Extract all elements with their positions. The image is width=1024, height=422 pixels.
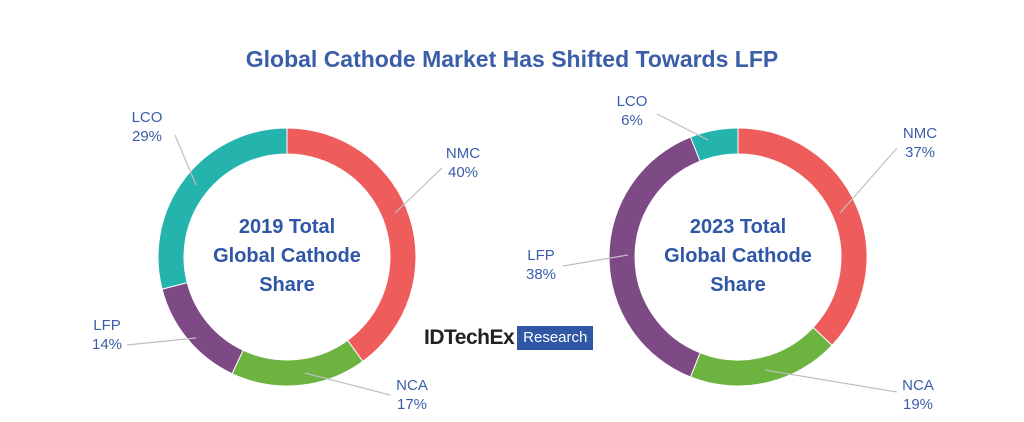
center-line: 2023 Total	[690, 216, 786, 238]
donut-slice-lco	[157, 127, 288, 290]
slice-label-nmc: NMC 37%	[903, 125, 937, 161]
donut-slice-lfp	[161, 282, 244, 375]
slice-percent: 38%	[526, 266, 556, 283]
donut-center-label: 2023 Total Global Cathode Share	[664, 216, 812, 296]
leader-line-lco	[656, 113, 709, 141]
donut-slice-nca	[231, 339, 364, 387]
slice-label-nca: NCA 17%	[396, 377, 428, 413]
center-line: Global Cathode	[664, 245, 812, 267]
slice-name: NMC	[903, 125, 937, 142]
slice-name: LCO	[132, 109, 163, 126]
leader-line-nca	[304, 372, 391, 396]
slice-name: LFP	[527, 247, 555, 264]
slice-name: LCO	[617, 93, 648, 110]
slice-name: NCA	[902, 377, 934, 394]
slice-percent: 29%	[132, 128, 162, 145]
slice-name: NMC	[446, 145, 480, 162]
slice-name: NCA	[396, 377, 428, 394]
center-line: Global Cathode	[213, 245, 361, 267]
chart-title: Global Cathode Market Has Shifted Toward…	[245, 46, 779, 72]
leader-line-lfp	[562, 254, 629, 267]
slice-label-lco: LCO 6%	[617, 93, 648, 129]
slice-label-nca: NCA 19%	[902, 377, 934, 413]
leader-line-nmc	[839, 147, 898, 214]
slice-percent: 6%	[621, 112, 643, 129]
slice-percent: 17%	[397, 396, 427, 413]
donut-chart-1: NMC 40% NCA 17% LFP 14% LCO 29% 2019 Total Global…	[92, 109, 480, 413]
slice-percent: 19%	[903, 396, 933, 413]
slice-label-lfp: LFP 14%	[92, 317, 122, 353]
slice-percent: 37%	[905, 144, 935, 161]
slice-label-lfp: LFP 38%	[526, 247, 556, 283]
leader-line-lco	[174, 134, 197, 186]
donut-slice-lco	[689, 127, 739, 162]
logo-tag: Research	[517, 326, 594, 350]
leader-line-nmc	[394, 167, 443, 214]
leader-line-nca	[764, 369, 898, 393]
donut-center-label: 2019 Total Global Cathode Share	[213, 216, 361, 296]
center-line: Share	[259, 274, 315, 296]
slice-percent: 40%	[448, 164, 478, 181]
slice-label-nmc: NMC 40%	[446, 145, 480, 181]
slice-label-lco: LCO 29%	[132, 109, 163, 145]
idtechex-logo: IDTechEx Research	[424, 326, 594, 350]
center-line: 2019 Total	[239, 216, 335, 238]
slice-percent: 14%	[92, 336, 122, 353]
donut-chart-2: NMC 37% NCA 19% LFP 38% LCO 6% 2023 Total Global …	[526, 93, 937, 413]
logo-brand: IDTechEx	[424, 326, 515, 349]
center-line: Share	[710, 274, 766, 296]
leader-line-lfp	[126, 337, 197, 346]
slice-name: LFP	[93, 317, 121, 334]
